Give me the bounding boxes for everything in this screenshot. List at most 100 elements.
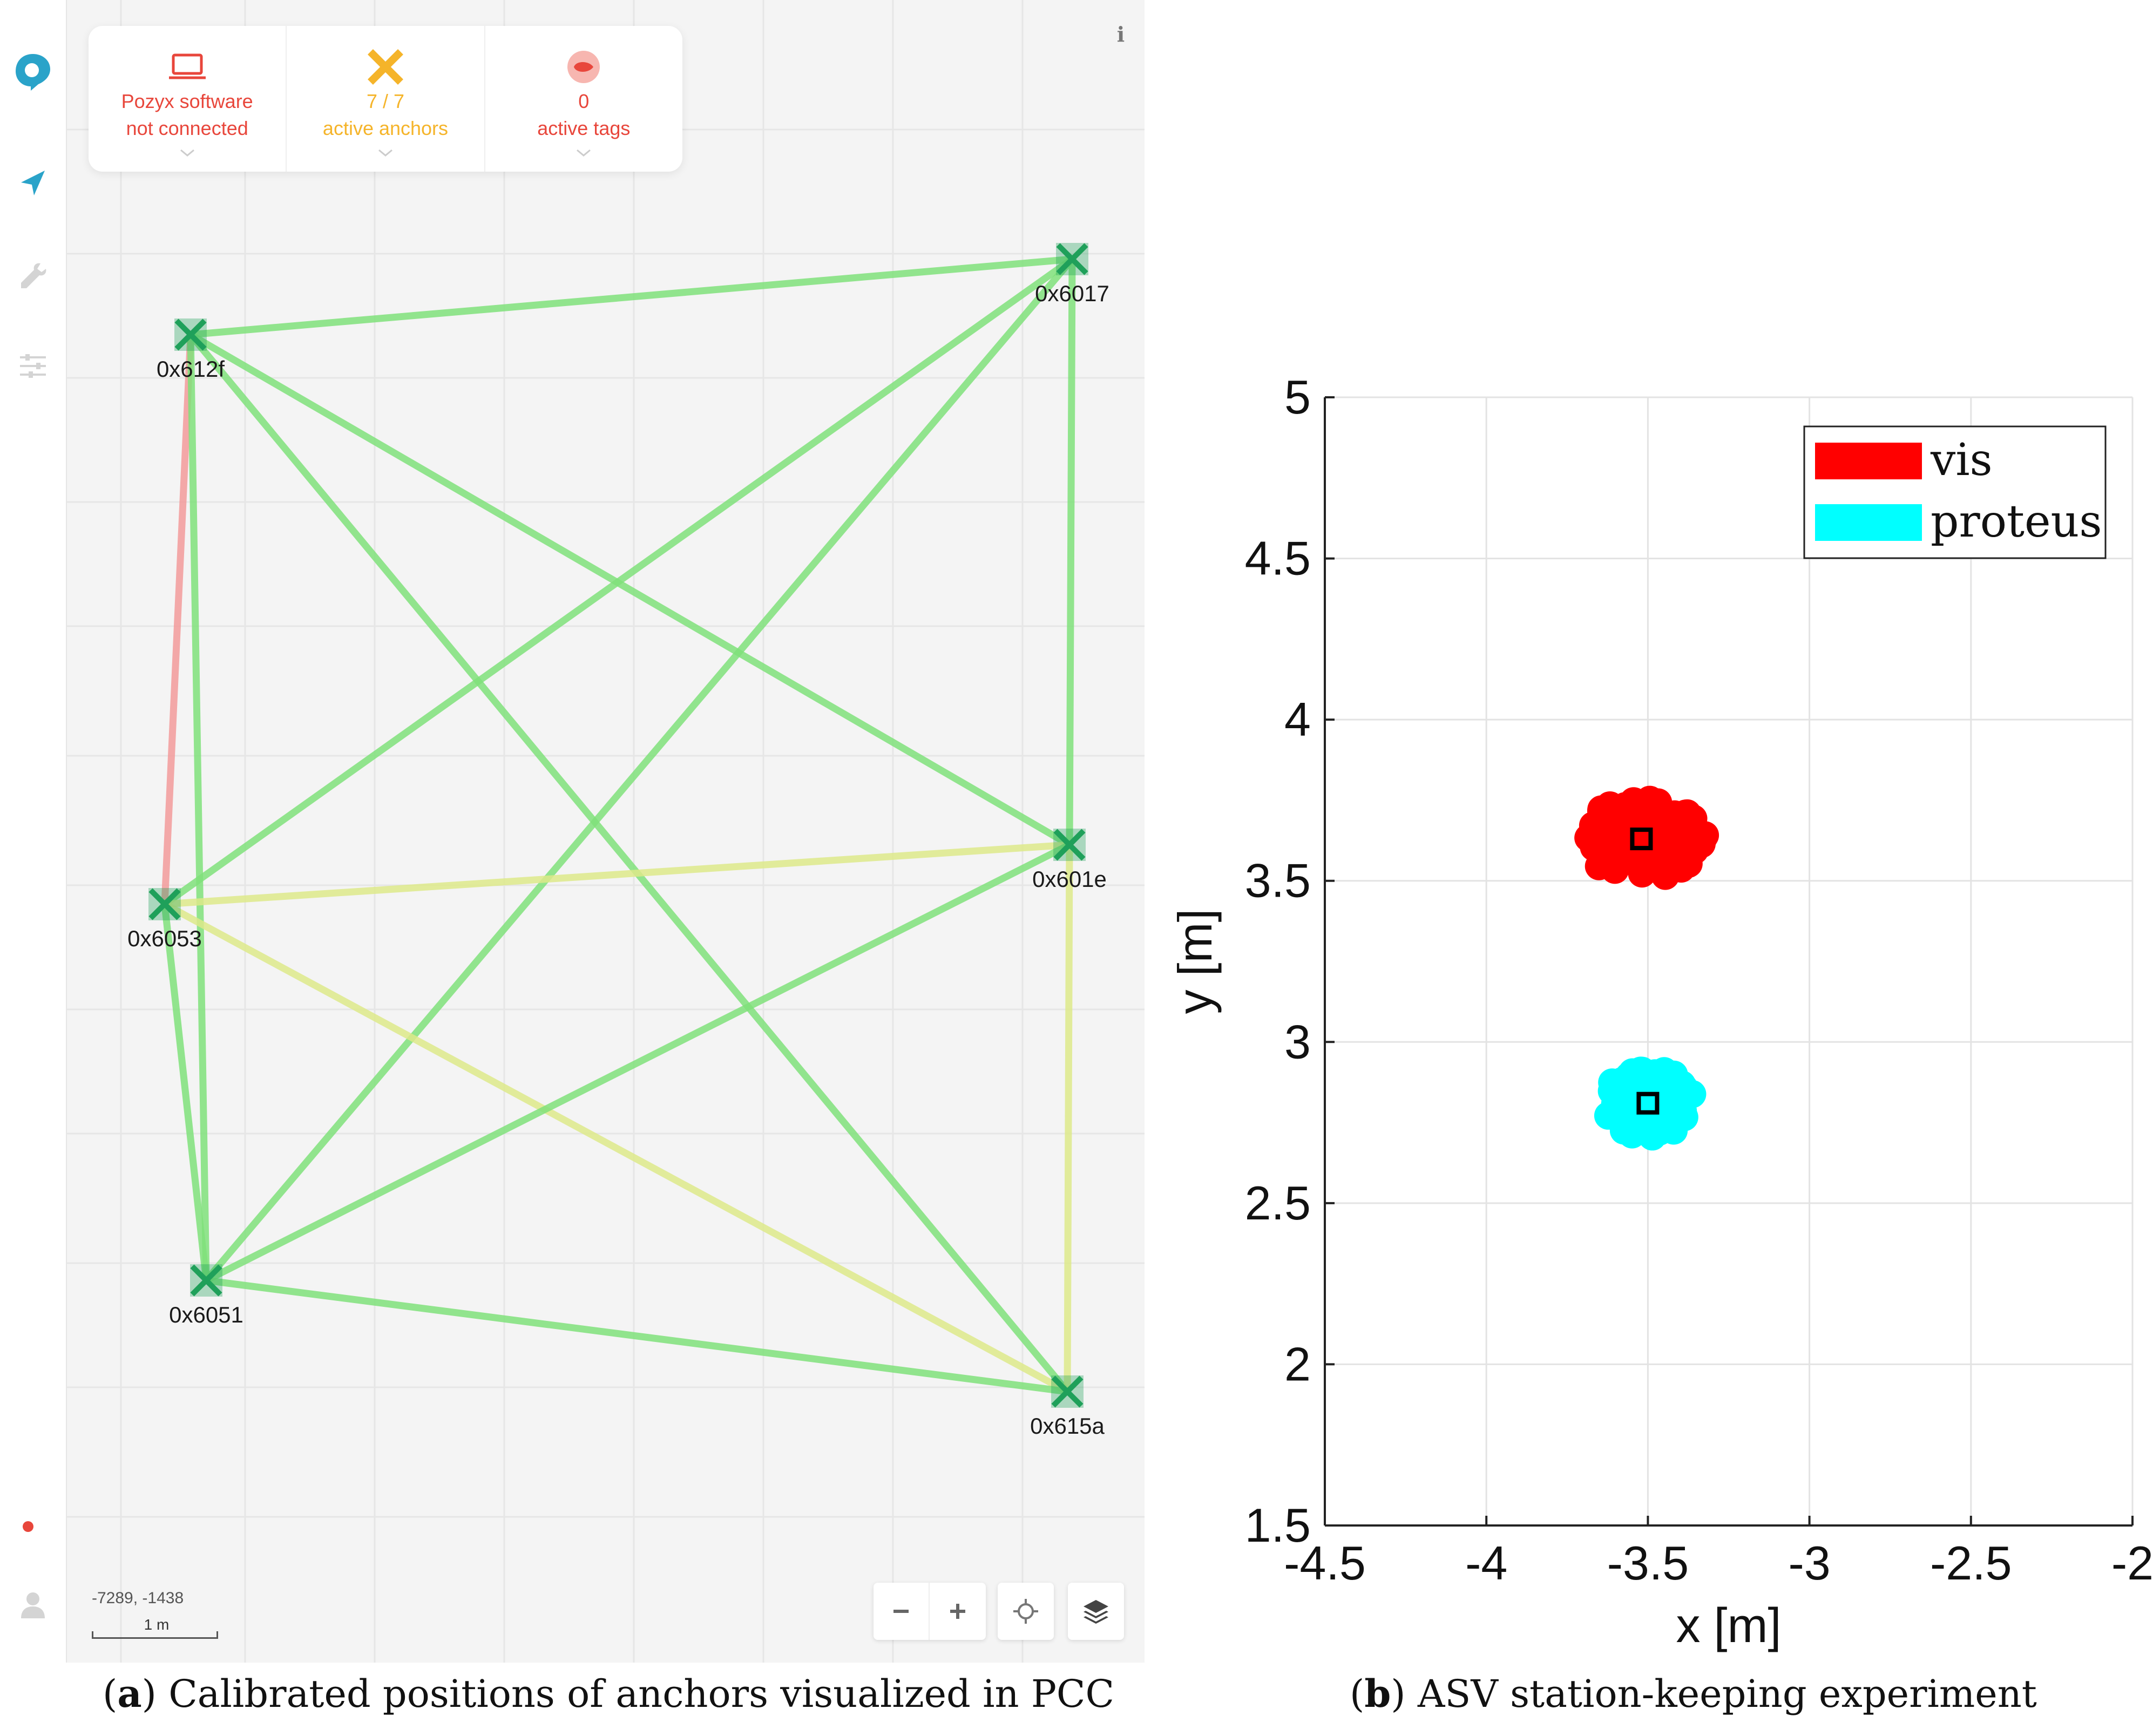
caption-b-letter: b bbox=[1364, 1671, 1391, 1716]
navigation-arrow-icon[interactable] bbox=[12, 163, 53, 204]
plot-area bbox=[1325, 397, 2132, 1525]
legend-swatch bbox=[1815, 443, 1922, 479]
mean-marker-vis bbox=[1630, 828, 1653, 851]
sidebar bbox=[0, 0, 67, 1663]
cursor-coordinates: -7289, -1438 bbox=[92, 1589, 184, 1607]
anchor-x-icon bbox=[174, 318, 207, 351]
anchor-link bbox=[202, 255, 1076, 1284]
anchor-link bbox=[161, 255, 1076, 908]
software-status-line1: Pozyx software bbox=[121, 90, 253, 112]
y-axis-label: y [m] bbox=[1177, 909, 1222, 1014]
layers-control bbox=[1068, 1583, 1124, 1640]
anchor-marker[interactable] bbox=[1053, 829, 1086, 861]
zoom-controls bbox=[874, 1583, 986, 1640]
chevron-down-icon bbox=[577, 149, 591, 157]
tags-status[interactable]: 0 active tags bbox=[485, 26, 682, 172]
legend: vis proteus bbox=[1803, 425, 2107, 559]
data-point-vis bbox=[1597, 850, 1626, 879]
data-point-proteus bbox=[1643, 1062, 1672, 1090]
mean-marker-proteus bbox=[1636, 1091, 1660, 1115]
y-tick-label: 5 bbox=[1284, 370, 1311, 424]
software-status-line2: not connected bbox=[126, 117, 248, 139]
laptop-icon bbox=[168, 53, 206, 79]
station-keeping-chart: -4.5 -4 -3.5 -3 -2.5 -2 1.5 2 2.5 3 3.5 4 4.5 5 x [m] y… bbox=[1177, 370, 2153, 1653]
caption-a: (a) Calibrated positions of anchors visu… bbox=[103, 1671, 1115, 1716]
data-point-vis bbox=[1691, 821, 1719, 850]
minus-icon bbox=[893, 1610, 909, 1613]
pozyx-logo-icon[interactable] bbox=[12, 52, 53, 93]
y-tick-label: 2.5 bbox=[1245, 1176, 1311, 1230]
anchor-link bbox=[161, 331, 194, 908]
data-point-vis bbox=[1639, 846, 1667, 874]
user-icon[interactable] bbox=[12, 1584, 53, 1625]
anchors-status[interactable]: 7 / 7 active anchors bbox=[287, 26, 485, 172]
info-button[interactable]: i bbox=[1116, 22, 1125, 46]
zoom-out-button[interactable] bbox=[874, 1583, 930, 1640]
legend-label: proteus bbox=[1931, 496, 2102, 547]
anchor-link bbox=[202, 841, 1073, 1284]
caption-b-text: ASV station-keeping experiment bbox=[1417, 1672, 2037, 1716]
anchors-status-label: active anchors bbox=[322, 117, 449, 139]
anchor-label: 0x6017 bbox=[1035, 281, 1109, 306]
anchor-x-icon bbox=[368, 49, 403, 85]
tags-status-label: active tags bbox=[537, 117, 631, 139]
anchor-label: 0x6051 bbox=[169, 1302, 243, 1327]
wrench-icon[interactable] bbox=[12, 256, 53, 297]
center-control bbox=[998, 1583, 1054, 1640]
anchors-status-count: 7 / 7 bbox=[366, 90, 405, 112]
data-point-vis bbox=[1635, 785, 1664, 814]
anchor-marker[interactable] bbox=[190, 1264, 222, 1297]
map-canvas[interactable]: 0x6017 0x612f 0x601e 0x6053 0x6051 0x615a bbox=[67, 0, 1145, 1663]
x-tick-label: -4.5 bbox=[1284, 1536, 1366, 1590]
anchor-x-icon bbox=[1056, 243, 1088, 275]
anchor-label: 0x601e bbox=[1032, 866, 1107, 892]
sliders-icon[interactable] bbox=[12, 345, 53, 386]
anchor-link bbox=[187, 331, 1073, 849]
software-status[interactable]: Pozyx software not connected bbox=[89, 26, 287, 172]
anchor-label: 0x612f bbox=[156, 356, 225, 382]
anchor-marker[interactable] bbox=[1051, 1375, 1084, 1408]
crosshair-icon bbox=[1013, 1599, 1038, 1624]
caption-a-letter: a bbox=[117, 1671, 142, 1716]
anchor-map bbox=[67, 0, 1145, 1663]
anchor-link bbox=[187, 331, 1071, 1395]
y-tick-label: 4 bbox=[1284, 693, 1311, 746]
anchor-x-icon bbox=[190, 1264, 222, 1297]
anchor-marker[interactable] bbox=[174, 318, 207, 351]
anchor-link bbox=[161, 900, 1071, 1395]
data-point-vis bbox=[1579, 825, 1608, 853]
y-tick-label: 3 bbox=[1284, 1015, 1311, 1068]
anchor-marker[interactable] bbox=[1056, 243, 1088, 275]
plus-icon bbox=[950, 1604, 965, 1619]
status-card: Pozyx software not connected 7 / 7 activ… bbox=[89, 26, 682, 172]
anchor-label: 0x6053 bbox=[127, 926, 202, 951]
data-point-vis bbox=[1663, 849, 1692, 878]
anchor-x-icon bbox=[148, 888, 181, 920]
x-tick-label: -2 bbox=[2111, 1536, 2153, 1590]
y-tick-label: 1.5 bbox=[1245, 1498, 1311, 1552]
tag-icon bbox=[567, 51, 600, 83]
anchor-link bbox=[161, 900, 210, 1284]
layers-button[interactable] bbox=[1068, 1583, 1124, 1640]
series-proteus bbox=[1594, 1056, 1707, 1151]
pcc-panel: 0x6017 0x612f 0x601e 0x6053 0x6051 0x615a Poz… bbox=[0, 0, 1145, 1663]
center-map-button[interactable] bbox=[998, 1583, 1054, 1640]
anchor-link bbox=[202, 1277, 1071, 1395]
legend-label: vis bbox=[1930, 435, 1993, 486]
x-tick-label: -3 bbox=[1788, 1536, 1830, 1590]
record-indicator-icon[interactable] bbox=[23, 1521, 33, 1532]
y-tick-label: 2 bbox=[1284, 1337, 1311, 1391]
chevron-down-icon bbox=[180, 149, 194, 157]
anchor-marker[interactable] bbox=[148, 888, 181, 920]
caption-b: (b) ASV station-keeping experiment bbox=[1350, 1671, 2037, 1716]
caption-a-text: Calibrated positions of anchors visualiz… bbox=[168, 1672, 1115, 1716]
x-tick-label: -2.5 bbox=[1930, 1536, 2012, 1590]
anchor-link bbox=[187, 255, 1076, 338]
anchor-link bbox=[161, 841, 1073, 908]
x-tick-label: -4 bbox=[1465, 1536, 1507, 1590]
legend-swatch bbox=[1815, 504, 1922, 541]
anchor-x-icon bbox=[1051, 1375, 1084, 1408]
scale-label: 1 m bbox=[144, 1616, 170, 1633]
zoom-in-button[interactable] bbox=[930, 1583, 986, 1640]
layers-icon bbox=[1084, 1600, 1108, 1624]
